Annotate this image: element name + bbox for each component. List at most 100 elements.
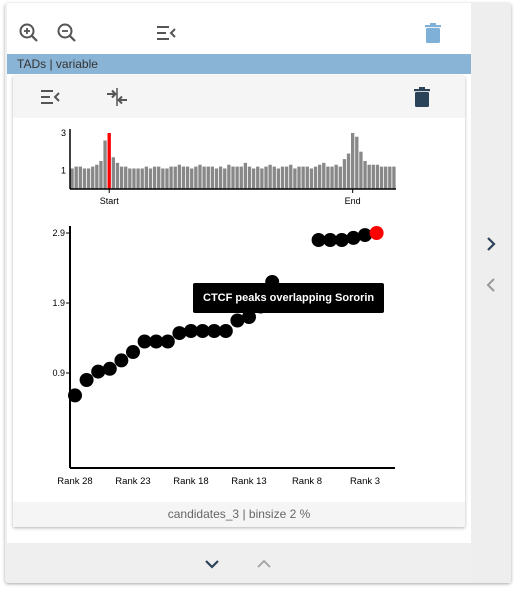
- profile-bar: [297, 166, 301, 189]
- scatter-point: [358, 228, 372, 243]
- profile-bar: [148, 168, 153, 189]
- scatter-point: [195, 324, 210, 338]
- profile-bar: [214, 168, 219, 189]
- profile-bar: [161, 168, 165, 189]
- profile-bar-chart: 1 3 Start End: [61, 128, 396, 206]
- zoom-out-icon[interactable]: [55, 21, 79, 45]
- scatter-y-tick-label: 1.9: [52, 298, 65, 308]
- profile-bar: [107, 133, 111, 189]
- profile-bar: [342, 159, 347, 189]
- menu-collapse-icon[interactable]: [38, 85, 62, 109]
- profile-bar: [86, 168, 91, 189]
- profile-bar: [82, 168, 87, 189]
- profile-bar: [375, 164, 380, 189]
- scatter-x-tick-label: Rank 18: [173, 476, 208, 487]
- scatter-x-tick-label: Rank 8: [292, 476, 322, 487]
- profile-bar: [227, 164, 231, 189]
- rank-scatter-chart: 0.9 1.9 2.9 Rank 28 Rank 23 Rank 18 Rank 13 Ran…: [52, 226, 395, 487]
- scatter-y-tick-label: 0.9: [52, 368, 65, 378]
- profile-bar: [330, 166, 334, 189]
- profile-bar: [70, 168, 74, 189]
- profile-bar: [128, 168, 132, 189]
- profile-bar: [359, 151, 363, 189]
- compress-arrows-icon[interactable]: [105, 85, 129, 109]
- profile-bar: [235, 166, 239, 189]
- profile-bar: [243, 162, 248, 189]
- profile-bar: [115, 162, 120, 189]
- chevron-up-icon[interactable]: [252, 552, 276, 576]
- chevron-down-icon[interactable]: [200, 552, 224, 576]
- profile-bar: [309, 168, 314, 189]
- profile-bar: [95, 164, 99, 189]
- scatter-point: [323, 233, 338, 247]
- chevron-left-icon[interactable]: [479, 273, 503, 297]
- profile-bar: [260, 168, 264, 189]
- scatter-point: [126, 345, 140, 359]
- profile-y-tick-label: 3: [61, 128, 66, 138]
- trash-icon[interactable]: [421, 21, 445, 45]
- scatter-point: [218, 324, 233, 338]
- profile-bar: [388, 166, 392, 189]
- profile-bar: [198, 164, 202, 189]
- top-toolbar: [7, 3, 471, 53]
- scatter-point: [311, 233, 326, 247]
- profile-y-tick-label: 1: [61, 165, 66, 175]
- chevron-right-icon[interactable]: [479, 232, 503, 256]
- section-label: TADs | variable: [17, 57, 98, 71]
- scatter-x-tick-label: Rank 3: [350, 476, 380, 487]
- profile-bar: [334, 164, 338, 189]
- profile-bar: [268, 164, 272, 189]
- zoom-in-icon[interactable]: [17, 21, 41, 45]
- scatter-point: [137, 334, 152, 349]
- scatter-point: [79, 373, 94, 387]
- profile-bar: [276, 168, 281, 189]
- profile-bar: [346, 153, 351, 189]
- scatter-x-tick-label: Rank 28: [57, 476, 92, 487]
- profile-bar: [379, 166, 384, 189]
- profile-bar: [301, 166, 305, 189]
- profile-bar: [284, 166, 289, 189]
- profile-bar: [206, 166, 210, 189]
- profile-bar: [99, 161, 103, 189]
- profile-bar: [140, 168, 144, 189]
- scatter-point: [160, 334, 175, 349]
- scatter-point: [172, 326, 187, 341]
- scatter-point: [242, 310, 256, 324]
- profile-bar: [103, 140, 107, 189]
- profile-bar: [247, 166, 252, 189]
- scatter-point: [68, 388, 82, 403]
- trash-icon[interactable]: [410, 85, 434, 109]
- profile-bar: [322, 162, 326, 189]
- profile-bar: [251, 168, 256, 189]
- main-card: TADs | variable 1 3 Start End 0.9 1.9 2.9 Rank…: [7, 3, 471, 543]
- scatter-y-tick-label: 2.9: [52, 228, 65, 238]
- right-rail: [471, 3, 511, 583]
- scatter-point: [334, 233, 349, 247]
- profile-bar: [165, 168, 169, 189]
- scatter-x-tick-label: Rank 23: [115, 476, 150, 487]
- profile-bar: [190, 168, 194, 189]
- menu-collapse-icon[interactable]: [154, 21, 178, 45]
- profile-bar: [231, 166, 235, 189]
- track-toolbar: [13, 76, 465, 118]
- profile-bar: [177, 164, 182, 189]
- profile-bar: [223, 168, 227, 189]
- profile-bar: [91, 166, 95, 189]
- profile-bar: [256, 166, 260, 189]
- profile-bar: [293, 168, 297, 189]
- caption: candidates_3 | binsize 2 %: [13, 502, 465, 527]
- profile-bar: [152, 166, 157, 189]
- section-header: TADs | variable: [7, 54, 471, 74]
- widget-panel: TADs | variable 1 3 Start End 0.9 1.9 2.9 Rank…: [5, 3, 511, 583]
- profile-bar: [185, 166, 190, 189]
- scatter-point: [207, 324, 222, 338]
- profile-bar: [326, 166, 330, 189]
- profile-bar: [313, 166, 318, 189]
- profile-bar: [136, 168, 140, 189]
- profile-bar: [239, 166, 243, 189]
- profile-bar: [181, 166, 186, 189]
- profile-bar: [351, 133, 355, 189]
- profile-bar: [111, 157, 115, 189]
- profile-bar: [202, 166, 206, 189]
- profile-bar: [338, 166, 342, 189]
